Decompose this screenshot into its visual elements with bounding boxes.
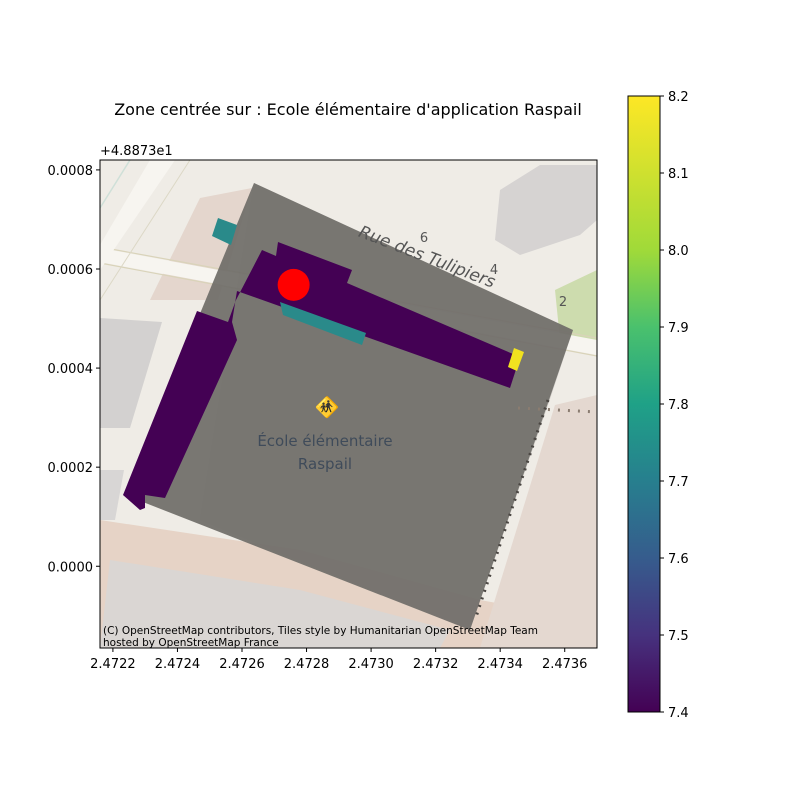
x-axis: 2.4722 2.4724 2.4726 2.4728 2.4730 2.4732 2.47…	[90, 648, 587, 672]
basemap-dotted-path	[473, 399, 550, 621]
colorbar-axis: 7.4 7.5 7.6 7.7 7.8 7.9 8.0 8.1 8.2	[660, 90, 689, 721]
colorbar-gradient	[628, 96, 660, 712]
colorbar-tick-label: 8.1	[668, 167, 689, 182]
house-number-2: 2	[559, 295, 567, 310]
building-section-high	[508, 348, 524, 371]
colorbar-tick-label: 8.0	[668, 244, 689, 259]
location-marker	[277, 268, 310, 301]
school-label-line2: Raspail	[298, 455, 352, 473]
y-tick-label: 0.0000	[48, 560, 94, 575]
colorbar-tick-label: 7.5	[668, 629, 689, 644]
building-section-mid	[280, 302, 366, 345]
basemap-path	[100, 160, 131, 209]
house-number-6: 6	[420, 231, 428, 246]
building-section-mid-small	[212, 218, 237, 245]
x-tick-label: 2.4726	[219, 657, 265, 672]
x-tick-label: 2.4724	[155, 657, 201, 672]
attribution-line2: hosted by OpenStreetMap France	[103, 637, 279, 649]
y-tick-label: 0.0002	[48, 461, 94, 476]
attribution-line1: (C) OpenStreetMap contributors, Tiles st…	[103, 625, 538, 637]
basemap-park	[555, 270, 597, 345]
axes-frame	[99, 159, 598, 649]
house-number-4: 4	[490, 263, 498, 278]
basemap-building	[480, 395, 597, 648]
x-tick-label: 2.4728	[284, 657, 330, 672]
colorbar-tick-label: 7.7	[668, 475, 689, 490]
basemap-building	[100, 470, 124, 520]
x-tick-label: 2.4736	[542, 657, 588, 672]
basemap-street	[100, 160, 175, 270]
x-tick-label: 2.4730	[348, 657, 394, 672]
y-tick-label: 0.0004	[48, 362, 94, 377]
y-offset-label: +4.8873e1	[100, 144, 173, 159]
colorbar-tick-label: 7.6	[668, 552, 689, 567]
basemap-building	[495, 165, 597, 255]
basemap-building	[100, 318, 162, 428]
x-tick-label: 2.4722	[90, 657, 136, 672]
colorbar-tick-label: 7.8	[668, 398, 689, 413]
y-tick-label: 0.0008	[48, 164, 94, 179]
y-tick-label: 0.0006	[48, 263, 94, 278]
basemap-building	[100, 560, 450, 648]
school-label-line1: École élémentaire	[257, 431, 392, 450]
plot-title: Zone centrée sur : Ecole élémentaire d'a…	[114, 100, 582, 119]
y-axis: 0.0000 0.0002 0.0004 0.0006 0.0008	[48, 164, 100, 575]
map-area: Rue des Tulipiers 6 4 2 🚸 École élémenta…	[100, 160, 597, 649]
building-section-low	[123, 242, 520, 510]
colorbar-tick-label: 8.2	[668, 90, 689, 105]
school-icon: 🚸	[315, 395, 340, 419]
colorbar-tick-label: 7.9	[668, 321, 689, 336]
x-tick-label: 2.4734	[477, 657, 523, 672]
colorbar-tick-label: 7.4	[668, 706, 689, 721]
basemap-path	[100, 160, 191, 301]
x-tick-label: 2.4732	[413, 657, 459, 672]
